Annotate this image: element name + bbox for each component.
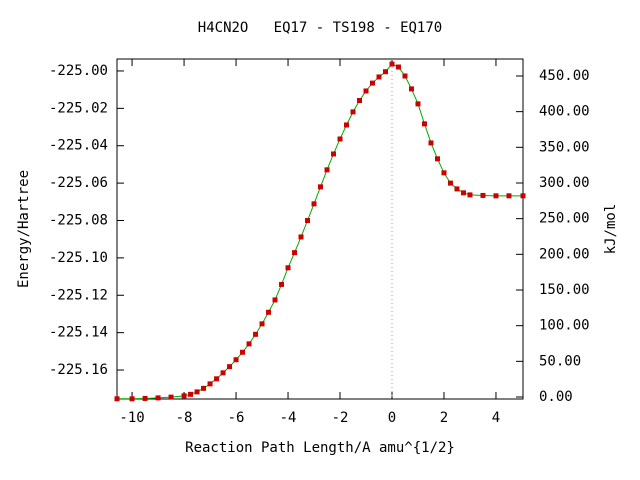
y2-tick-label: 100.00: [539, 318, 590, 334]
y-tick-label: -225.14: [49, 325, 108, 341]
data-point: [292, 250, 298, 256]
data-point: [272, 297, 278, 303]
y-tick-label: -225.02: [49, 100, 108, 116]
data-point: [259, 321, 265, 327]
data-point: [266, 309, 272, 315]
y2-tick-label: 150.00: [539, 282, 590, 298]
data-point: [383, 69, 389, 75]
y-tick-label: -225.06: [49, 175, 108, 191]
data-point: [207, 381, 213, 387]
data-point: [142, 395, 148, 401]
x-tick-label: -10: [119, 410, 144, 426]
data-point: [181, 393, 187, 399]
data-point: [324, 167, 330, 173]
x-tick-label: 2: [440, 410, 448, 426]
data-point: [331, 151, 337, 157]
data-point: [246, 341, 252, 347]
data-point: [285, 265, 291, 271]
y2-tick-label: 350.00: [539, 139, 590, 155]
data-point: [155, 395, 161, 401]
data-point: [305, 217, 311, 223]
data-point: [344, 122, 350, 128]
y2-tick-label: 200.00: [539, 246, 590, 262]
data-point: [520, 193, 526, 199]
data-point: [363, 88, 369, 94]
y-tick-label: -225.08: [49, 212, 108, 228]
data-point: [114, 396, 120, 402]
data-point: [350, 109, 356, 115]
data-point: [395, 64, 401, 70]
data-point: [506, 193, 512, 199]
data-point: [415, 101, 421, 107]
data-point: [337, 136, 343, 142]
series-line: [117, 63, 523, 400]
x-tick-label: -8: [176, 410, 193, 426]
data-point: [460, 190, 466, 196]
x-tick-label: -2: [332, 410, 349, 426]
data-point: [376, 74, 382, 80]
y-axis-label: Energy/Hartree: [16, 170, 32, 288]
data-point: [214, 376, 220, 382]
y2-tick-label: 450.00: [539, 68, 590, 84]
data-point: [389, 61, 395, 67]
y-tick-label: -225.10: [49, 250, 108, 266]
data-point: [357, 97, 363, 103]
data-point: [421, 121, 427, 127]
plot-frame: [116, 58, 524, 400]
data-point: [428, 140, 434, 146]
data-point: [194, 389, 200, 395]
data-point: [201, 385, 207, 391]
data-point: [279, 281, 285, 287]
y2-axis-label: kJ/mol: [603, 204, 619, 255]
y-tick-label: -225.12: [49, 287, 108, 303]
data-point: [408, 86, 414, 92]
y-tick-label: -225.00: [49, 63, 108, 79]
data-point: [240, 349, 246, 355]
data-point: [434, 156, 440, 162]
data-point: [188, 391, 194, 397]
data-point: [402, 73, 408, 79]
data-point: [227, 364, 233, 370]
data-point: [129, 396, 135, 402]
data-point: [447, 180, 453, 186]
data-point: [220, 370, 226, 376]
x-axis-label: Reaction Path Length/A amu^{1/2}: [185, 440, 455, 456]
data-point: [370, 80, 376, 86]
data-point: [311, 201, 317, 207]
data-point: [253, 331, 259, 337]
data-point: [298, 234, 304, 240]
data-point: [318, 184, 324, 190]
x-tick-label: 0: [388, 410, 396, 426]
x-tick-label: -4: [280, 410, 297, 426]
data-point: [441, 170, 447, 176]
x-tick-label: -6: [228, 410, 245, 426]
data-point: [480, 192, 486, 198]
y-tick-label: -225.04: [49, 138, 108, 154]
chart-title: H4CN2O EQ17 - TS198 - EQ170: [198, 20, 442, 36]
data-point: [454, 186, 460, 192]
data-point: [493, 193, 499, 199]
data-point: [233, 357, 239, 363]
data-point: [467, 192, 473, 198]
y-tick-label: -225.16: [49, 362, 108, 378]
data-point: [168, 394, 174, 400]
y2-tick-label: 400.00: [539, 104, 590, 120]
y2-tick-label: 300.00: [539, 175, 590, 191]
x-tick-label: 4: [492, 410, 500, 426]
y2-tick-label: 250.00: [539, 211, 590, 227]
y2-tick-label: 50.00: [539, 353, 581, 369]
y2-tick-label: 0.00: [539, 389, 573, 405]
